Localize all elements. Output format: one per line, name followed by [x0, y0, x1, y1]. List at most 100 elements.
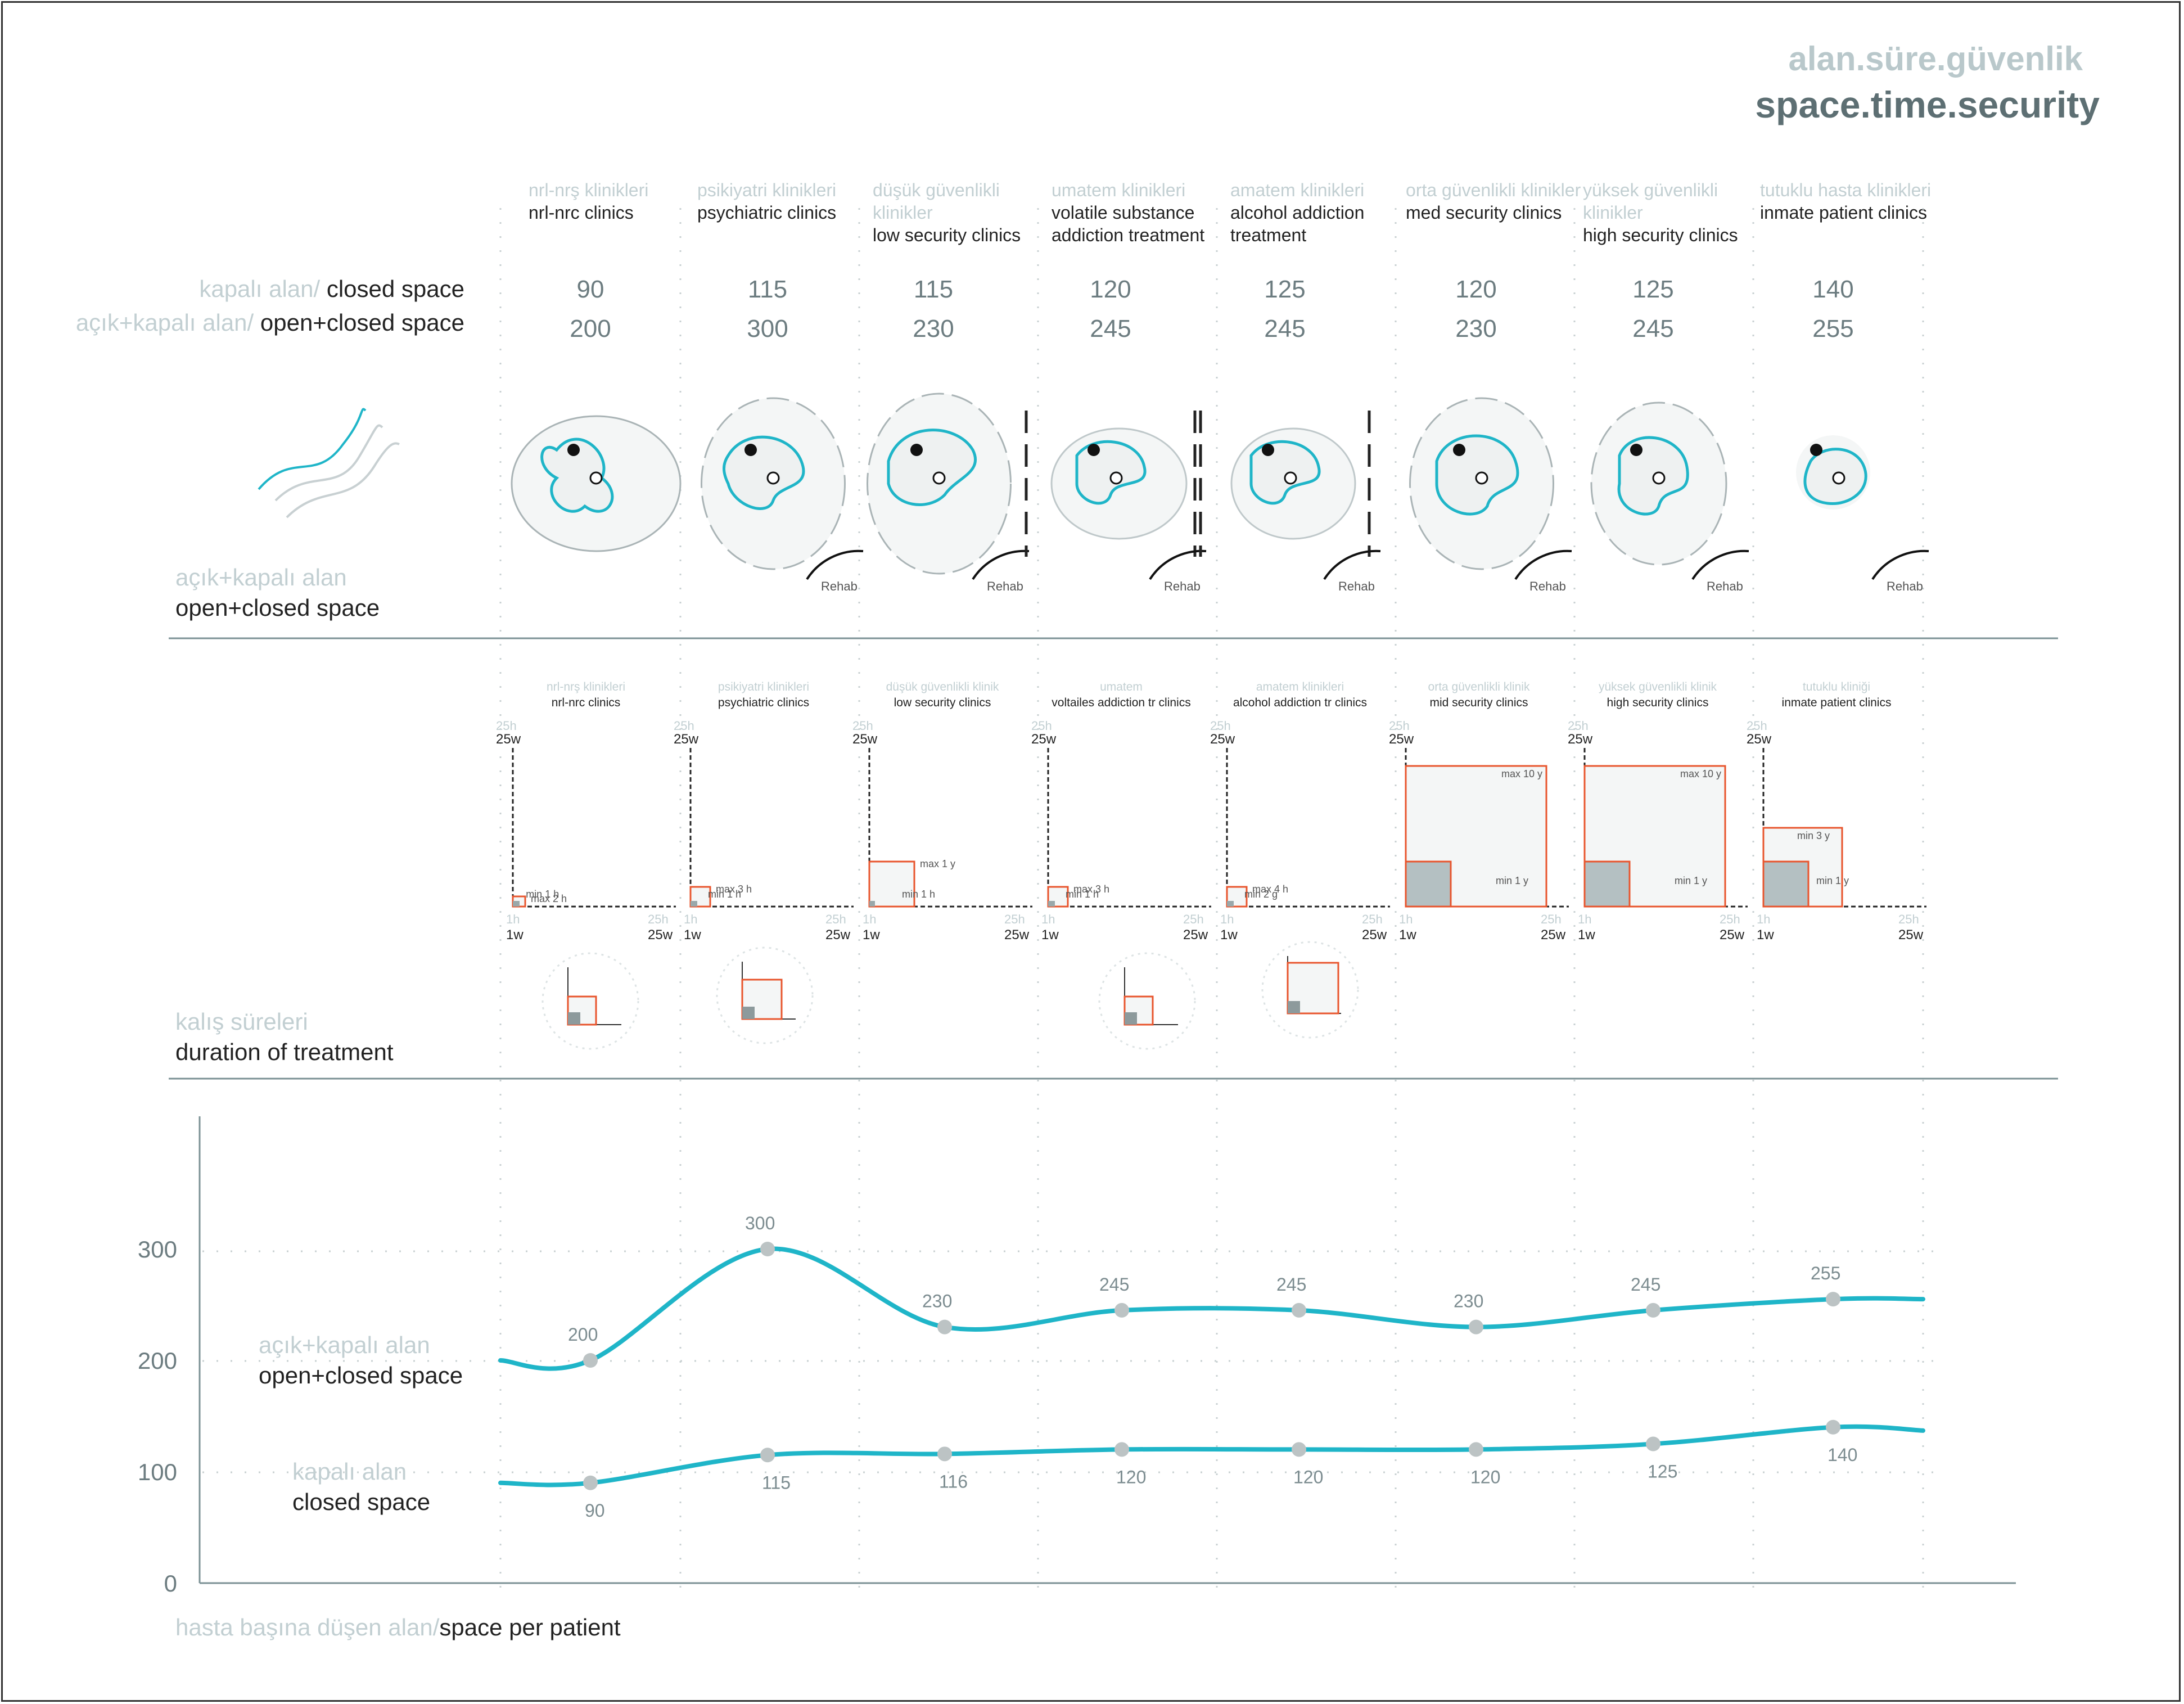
closed-space-value: 140: [1812, 276, 1854, 303]
zoom-circle: [716, 946, 814, 1044]
x-axis-start-light: 1h: [863, 912, 876, 926]
duration-header-tr: psikiyatri klinikleri: [718, 680, 810, 693]
x-axis-end-light: 25h: [1004, 912, 1025, 926]
min-label: min 1 h: [708, 889, 741, 900]
clinic-name-en: volatile substance addiction treatment: [1052, 202, 1205, 245]
title-tr: alan.süre.güvenlik: [1788, 40, 2083, 78]
zoom-outline: [1098, 952, 1196, 1050]
x-axis-start: 1w: [1578, 927, 1595, 943]
duration-header-tr: tutuklu kliniği: [1802, 680, 1871, 693]
core-dot: [1475, 471, 1488, 485]
rehab-label: Rehab: [987, 579, 1023, 593]
max-label: max 3 h: [716, 883, 752, 895]
x-axis-title: hasta başına düşen alan/space per patien…: [175, 1614, 621, 1640]
min-duration-box: [1227, 901, 1234, 907]
zoom-outline: [716, 946, 814, 1044]
space-diagram: Rehab: [701, 397, 864, 593]
y-tick-label: 0: [164, 1570, 177, 1597]
min-label: min 1 y: [1816, 875, 1849, 886]
series-label-closed: kapalı alan closed space: [292, 1458, 431, 1515]
closed-space-value: 120: [1090, 276, 1131, 303]
clinic-name-tr: psikiyatri klinikleri: [697, 180, 837, 200]
rehab-label: Rehab: [821, 579, 858, 593]
data-point: [583, 1475, 598, 1490]
y-axis-top: 25w: [1747, 732, 1772, 747]
clinic-name-en: psychiatric clinics: [697, 202, 837, 223]
duration-header-tr: amatem klinikleri: [1256, 680, 1344, 693]
min-label: min 1 h: [526, 889, 559, 900]
rehab-arc: [1514, 549, 1572, 580]
y-axis-top: 25w: [1568, 732, 1593, 747]
zoom-min-box: [1125, 1012, 1137, 1025]
x-axis-start: 1w: [1757, 927, 1774, 943]
duration-header: umatem voltailes addiction tr clinics: [1037, 679, 1206, 711]
max-label: min 3 y: [1797, 830, 1830, 841]
duration-header-en: nrl-nrc clinics: [551, 696, 621, 709]
min-duration-box: [691, 901, 697, 907]
data-label: 140: [1827, 1445, 1857, 1465]
y-axis-top-light: 25h: [1568, 719, 1589, 733]
closed-space-value: 90: [576, 276, 604, 303]
core-dot: [1832, 471, 1845, 485]
duration-header: orta güvenlikli klinik mid security clini…: [1395, 679, 1563, 711]
data-label: 245: [1631, 1274, 1660, 1295]
data-label: 120: [1293, 1467, 1323, 1487]
rehab-label: Rehab: [1529, 579, 1566, 593]
entry-dot: [567, 444, 580, 456]
rehab-arc: [1691, 549, 1749, 580]
rehab-label: Rehab: [1707, 579, 1743, 593]
core-dot: [1109, 471, 1123, 485]
x-axis-start-light: 1h: [506, 912, 520, 926]
open-closed-space-value: 300: [747, 315, 788, 342]
x-axis-start-light: 1h: [1757, 912, 1770, 926]
x-axis-start-light: 1h: [684, 912, 697, 926]
x-axis-start: 1w: [1041, 927, 1059, 943]
data-point: [1292, 1302, 1306, 1318]
closed-space-value: 120: [1455, 276, 1497, 303]
y-axis-top-light: 25h: [1389, 719, 1410, 733]
zoom-circle: [1098, 952, 1196, 1050]
closed-area: [540, 438, 614, 513]
duration-header-en: mid security clinics: [1429, 696, 1528, 709]
x-axis-end: 25w: [1004, 927, 1030, 943]
duration-header: psikiyatri klinikleri psychiatric clinics: [679, 679, 848, 711]
space-diagram: Rehab: [1590, 402, 1749, 593]
x-axis-end-light: 25h: [1541, 912, 1562, 926]
x-axis-start: 1w: [863, 927, 880, 943]
x-axis-end: 25w: [1541, 927, 1566, 943]
section-space-label: açık+kapalı alan open+closed space: [175, 564, 380, 621]
duration-header: nrl-nrş klinikleri nrl-nrc clinics: [502, 679, 670, 711]
data-point: [937, 1319, 952, 1335]
clinic-name-tr: umatem klinikleri: [1052, 180, 1186, 200]
y-axis-top-light: 25h: [496, 719, 517, 733]
min-label: min 2 g: [1244, 889, 1278, 900]
data-label: 230: [922, 1291, 952, 1311]
data-point: [1646, 1302, 1660, 1318]
duration-header: yüksek güvenlikli klinik high security cl…: [1573, 679, 1742, 711]
y-axis-top-light: 25h: [1031, 719, 1052, 733]
y-axis-top: 25w: [674, 732, 699, 747]
data-point: [760, 1242, 775, 1256]
max-label: max 4 h: [1252, 883, 1288, 895]
title-en: space.time.security: [1755, 84, 2100, 125]
x-axis-end-light: 25h: [1362, 912, 1383, 926]
zoom-min-box: [742, 1007, 755, 1019]
data-label: 245: [1276, 1274, 1306, 1295]
clinic-header: orta güvenlikli klinikler med security cl…: [1406, 179, 1591, 224]
zoom-min-box: [568, 1012, 580, 1025]
rehab-arc: [972, 549, 1030, 580]
y-tick-label: 200: [138, 1347, 177, 1374]
closed-space-value: 115: [747, 276, 788, 303]
open-closed-space-value: 230: [913, 315, 954, 342]
duration-header-tr: umatem: [1100, 680, 1143, 693]
x-axis-start: 1w: [1220, 927, 1238, 943]
clinic-header: amatem klinikleri alcohol addiction treat…: [1230, 179, 1416, 246]
zoom-circle: [542, 952, 639, 1050]
x-axis-end: 25w: [1898, 927, 1924, 943]
duration-header-en: inmate patient clinics: [1781, 696, 1892, 709]
x-axis-end: 25w: [1720, 927, 1745, 943]
closed-area: [1249, 440, 1321, 505]
